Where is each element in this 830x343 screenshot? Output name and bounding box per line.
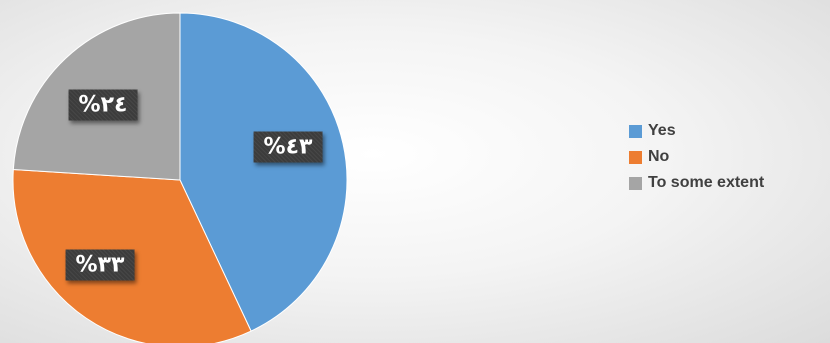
legend-label-no: No	[648, 148, 670, 165]
data-label-yes: %٤٣	[253, 131, 323, 163]
data-label-no: %٣٣	[65, 249, 135, 281]
legend-swatch-yes	[629, 124, 642, 138]
pie-slice-yes	[179, 12, 348, 332]
data-label-to-some-extent: %٢٤	[68, 89, 138, 121]
legend-label-to-some-extent: To some extent	[648, 174, 765, 191]
legend-item-to-some-extent: To some extent	[629, 170, 764, 196]
legend-swatch-to-some-extent	[629, 176, 642, 190]
legend: Yes No To some extent	[629, 118, 764, 196]
legend-swatch-no	[629, 150, 642, 164]
legend-item-yes: Yes	[629, 118, 764, 144]
legend-item-no: No	[629, 144, 764, 170]
legend-label-yes: Yes	[648, 122, 676, 139]
